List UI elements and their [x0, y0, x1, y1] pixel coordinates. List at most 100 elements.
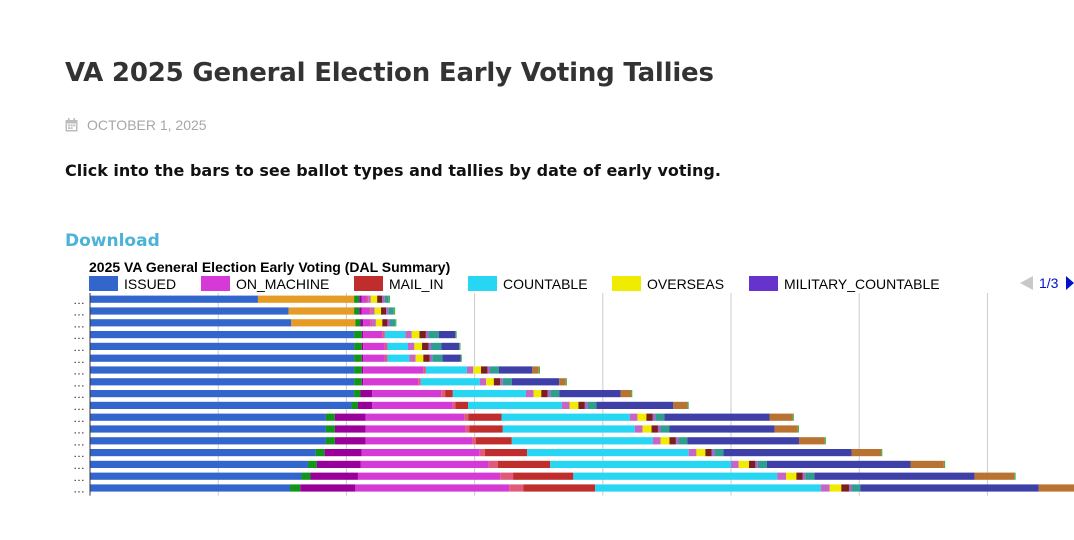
bar-segment[interactable] [657, 425, 661, 433]
bar-segment[interactable] [472, 437, 476, 445]
bar-segment[interactable] [370, 295, 378, 303]
bar-segment[interactable] [565, 378, 567, 386]
bar-segment[interactable] [513, 472, 574, 480]
bar-segment[interactable] [419, 331, 426, 339]
bar-segment[interactable] [377, 295, 383, 303]
bar-segment[interactable] [387, 354, 410, 362]
bar-segment[interactable] [445, 390, 453, 398]
bar-segment[interactable] [455, 401, 469, 409]
bar-segment[interactable] [355, 484, 510, 492]
download-link[interactable]: Download [65, 231, 160, 251]
bar-segment[interactable] [705, 449, 712, 457]
bar-segment[interactable] [361, 378, 364, 386]
bar-segment[interactable] [90, 401, 352, 409]
triangle-left-icon[interactable] [1020, 276, 1033, 290]
bar-segment[interactable] [488, 460, 498, 468]
bar-segment[interactable] [354, 307, 360, 315]
bar-segment[interactable] [441, 390, 446, 398]
bar-segment[interactable] [459, 342, 461, 350]
bar-segment[interactable] [631, 390, 633, 398]
bar-segment[interactable] [334, 413, 366, 421]
bar-segment[interactable] [432, 354, 443, 362]
bar-segment[interactable] [573, 472, 778, 480]
bar-segment[interactable] [363, 331, 383, 339]
bar-segment[interactable] [502, 378, 512, 386]
bar-segment[interactable] [90, 307, 289, 315]
bar-segment[interactable] [425, 366, 467, 374]
bar-segment[interactable] [851, 449, 882, 457]
legend-item-military-countable[interactable]: MILITARY_COUNTABLE [749, 275, 940, 292]
bar-segment[interactable] [484, 449, 528, 457]
bar-segment[interactable] [487, 366, 490, 374]
bar-segment[interactable] [90, 425, 326, 433]
bar-segment[interactable] [316, 460, 361, 468]
bar-segment[interactable] [288, 307, 355, 315]
bar-segment[interactable] [469, 425, 503, 433]
bar-segment[interactable] [541, 390, 548, 398]
bar-segment[interactable] [369, 307, 371, 315]
bar-segment[interactable] [441, 342, 460, 350]
bar-segment[interactable] [428, 331, 439, 339]
bar-segment[interactable] [325, 413, 335, 421]
bar-segment[interactable] [596, 401, 674, 409]
bar-segment[interactable] [634, 425, 643, 433]
bar-segment[interactable] [354, 342, 362, 350]
bar-segment[interactable] [578, 401, 585, 409]
bar-segment[interactable] [652, 413, 656, 421]
bar-segment[interactable] [382, 331, 385, 339]
bar-segment[interactable] [409, 354, 416, 362]
bar-segment[interactable] [386, 307, 389, 315]
bar-segment[interactable] [429, 354, 433, 362]
bar-segment[interactable] [860, 484, 1039, 492]
bar-segment[interactable] [361, 331, 364, 339]
bar-segment[interactable] [257, 295, 355, 303]
bar-segment[interactable] [664, 413, 770, 421]
bar-segment[interactable] [652, 437, 661, 445]
bar-segment[interactable] [481, 366, 488, 374]
bar-segment[interactable] [642, 425, 652, 433]
bar-segment[interactable] [384, 295, 389, 303]
bar-segment[interactable] [361, 295, 367, 303]
bar-segment[interactable] [415, 354, 424, 362]
bar-segment[interactable] [90, 319, 292, 327]
bar-segment[interactable] [351, 401, 358, 409]
bar-segment[interactable] [796, 472, 803, 480]
bar-segment[interactable] [757, 460, 767, 468]
bar-segment[interactable] [475, 437, 512, 445]
bar-segment[interactable] [490, 366, 499, 374]
bar-segment[interactable] [363, 319, 371, 327]
bar-segment[interactable] [798, 437, 825, 445]
bar-segment[interactable] [355, 319, 361, 327]
bar-segment[interactable] [455, 331, 457, 339]
bar-segment[interactable] [527, 449, 689, 457]
bar-segment[interactable] [550, 460, 732, 468]
bar-segment[interactable] [325, 437, 335, 445]
bar-segment[interactable] [525, 390, 534, 398]
bar-segment[interactable] [687, 401, 689, 409]
bar-segment[interactable] [841, 484, 849, 492]
bar-segment[interactable] [382, 319, 388, 327]
legend-item-mail-in[interactable]: MAIL_IN [354, 275, 443, 292]
bar-segment[interactable] [361, 354, 364, 362]
bar-segment[interactable] [777, 472, 787, 480]
bar-segment[interactable] [696, 449, 706, 457]
bar-segment[interactable] [418, 378, 421, 386]
bar-segment[interactable] [547, 390, 551, 398]
bar-segment[interactable] [452, 390, 526, 398]
bar-segment[interactable] [405, 331, 412, 339]
bar-segment[interactable] [669, 425, 775, 433]
bar-segment[interactable] [502, 425, 635, 433]
bar-segment[interactable] [714, 449, 724, 457]
bar-segment[interactable] [354, 378, 362, 386]
bar-segment[interactable] [629, 413, 638, 421]
bar-segment[interactable] [500, 472, 514, 480]
bar-segment[interactable] [620, 390, 632, 398]
bar-segment[interactable] [774, 425, 798, 433]
bar-segment[interactable] [357, 401, 373, 409]
bar-segment[interactable] [486, 378, 494, 386]
bar-segment[interactable] [559, 390, 621, 398]
bar-segment[interactable] [497, 460, 551, 468]
bar-segment[interactable] [360, 460, 489, 468]
bar-segment[interactable] [90, 295, 258, 303]
bar-segment[interactable] [943, 460, 946, 468]
